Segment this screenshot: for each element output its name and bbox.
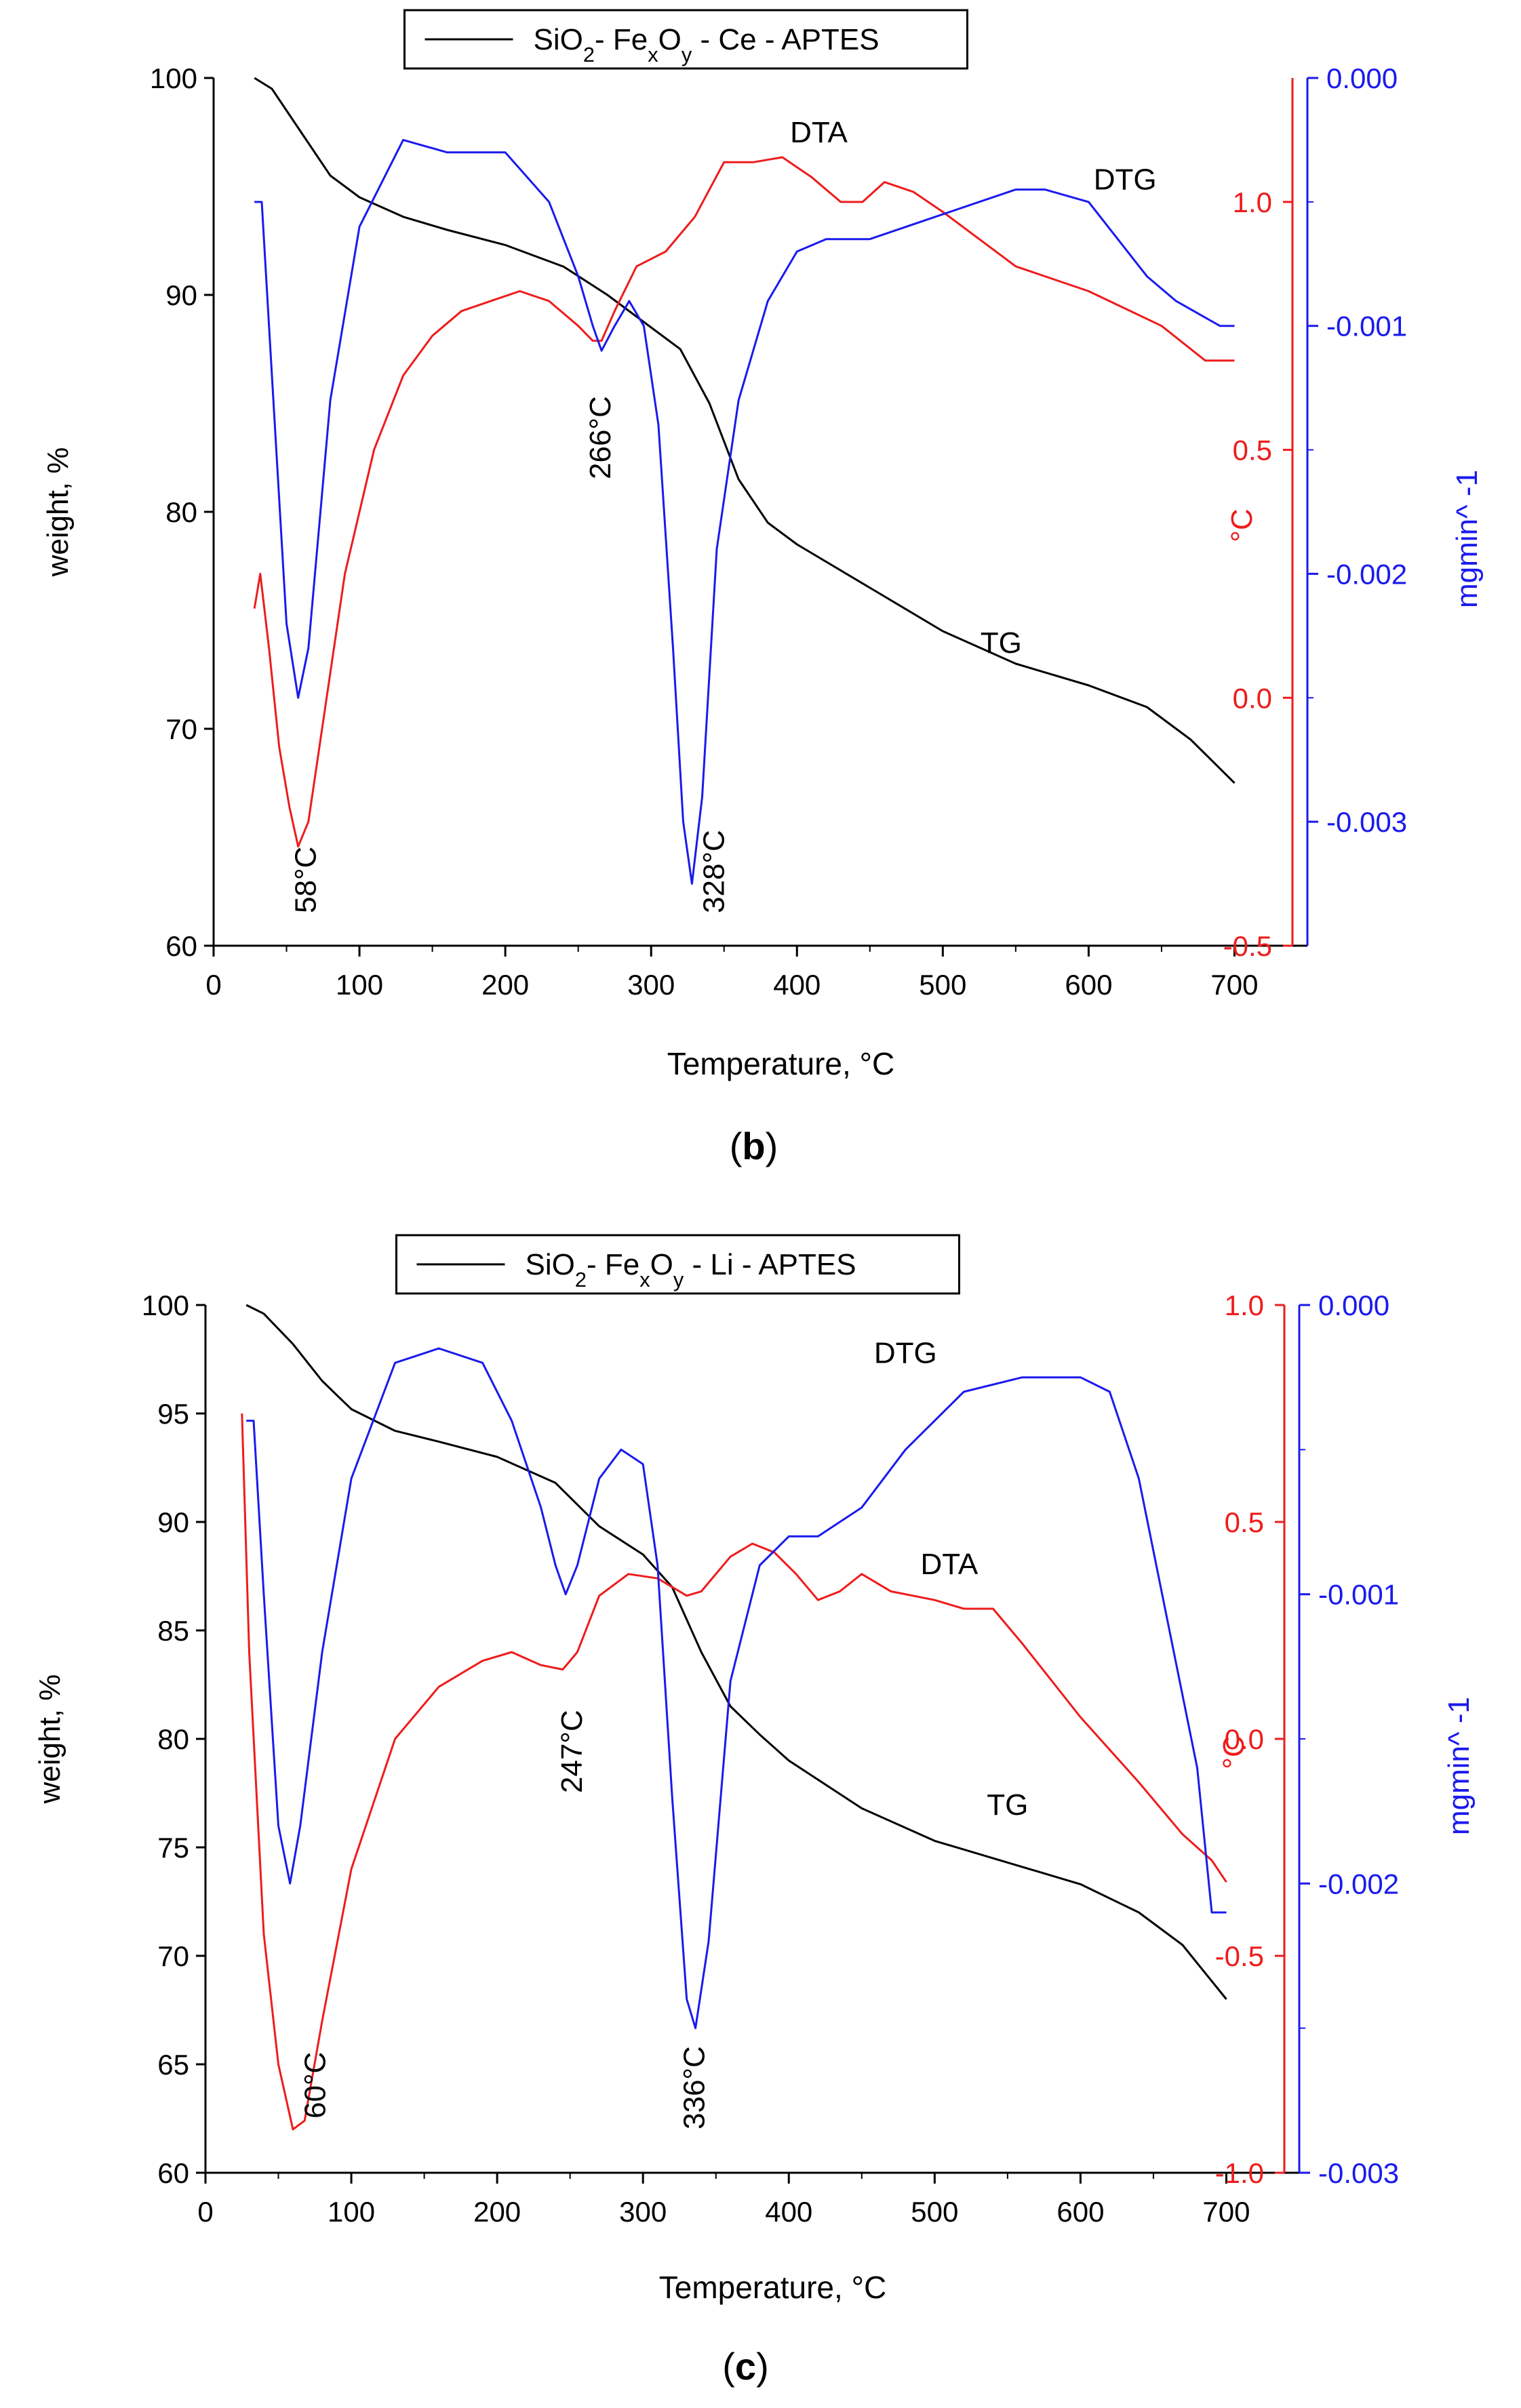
chart-panel-b: 60 70 80 90 100 weight, % 0 100 200 300 400 500 600 7… (41, 9, 1484, 1167)
legend-label: SiO2- FexOy - Ce - APTES (534, 23, 880, 66)
x-axis-tick-label: 100 (336, 969, 383, 1001)
x-axis-tick-label: 200 (473, 2196, 521, 2228)
dtg-axis-tick-label: -0.002 (1326, 558, 1407, 590)
left-axis-tick-label: 70 (165, 713, 197, 745)
x-axis-tick-label: 0 (197, 2196, 213, 2228)
dta-axis-label: °C (1225, 508, 1259, 542)
x-axis-tick-label: 600 (1065, 969, 1112, 1001)
x-axis-tick-label: 700 (1210, 969, 1258, 1001)
left-axis-tick-label: 90 (157, 1506, 189, 1538)
left-axis-tick-label: 60 (165, 930, 197, 962)
left-axis-tick-label: 80 (157, 1723, 189, 1755)
x-axis-tick-label: 300 (619, 2196, 667, 2228)
peak-annotation: 328°C (698, 830, 731, 913)
left-axis-tick-label: 80 (165, 496, 197, 528)
x-axis-tick-label: 600 (1056, 2196, 1104, 2228)
dta-axis-tick-label: 0.5 (1225, 1506, 1264, 1538)
curve-label-dta: DTA (920, 1548, 978, 1581)
chart-panel-c: 60 65 70 75 80 85 90 95 100 weight, % 0 100 200 300 40… (33, 1234, 1476, 2388)
series-line-dtg (254, 138, 1235, 885)
x-axis-tick-label: 0 (205, 969, 221, 1001)
dta-axis-tick-label: 0.5 (1233, 435, 1272, 466)
panel-label: (b) (730, 1125, 778, 1167)
left-axis-tick-label: 100 (150, 62, 197, 94)
x-axis-tick-label: 500 (911, 2196, 958, 2228)
left-axis-tick-label: 95 (157, 1398, 189, 1430)
peak-annotation: 58°C (290, 847, 323, 913)
x-axis-tick-label: 700 (1202, 2196, 1250, 2228)
x-axis-label: Temperature, °C (659, 2270, 886, 2305)
dtg-axis-tick-label: -0.001 (1318, 1579, 1399, 1611)
series-line-tg (254, 77, 1236, 784)
dta-axis-tick-label: 0.0 (1233, 682, 1272, 714)
x-axis-tick-label: 400 (773, 969, 821, 1001)
x-axis-tick-label: 500 (919, 969, 966, 1001)
dta-axis-label: °C (1217, 1735, 1250, 1769)
x-axis-tick-label: 400 (765, 2196, 812, 2228)
x-axis-label: Temperature, °C (667, 1046, 894, 1081)
peak-annotation: 336°C (678, 2046, 711, 2129)
x-axis-tick-label: 300 (627, 969, 675, 1001)
dtg-axis-tick-label: 0.000 (1326, 62, 1398, 94)
dta-axis-tick-label: 1.0 (1225, 1289, 1264, 1321)
legend-label: SiO2- FexOy - Li - APTES (526, 1248, 856, 1291)
peak-annotation: 266°C (584, 396, 617, 479)
peak-annotation: 60°C (298, 2052, 332, 2119)
dta-axis-tick-label: -0.5 (1223, 930, 1272, 962)
dta-axis-tick-label: -0.5 (1215, 1940, 1264, 1972)
series-line-dtg (246, 1347, 1227, 2030)
peak-annotation: 247°C (555, 1710, 589, 1793)
curve-label-tg: TG (987, 1788, 1028, 1822)
dtg-axis-tick-label: -0.003 (1318, 2157, 1399, 2189)
curve-label-dtg: DTG (874, 1336, 937, 1369)
left-axis-tick-label: 75 (157, 1832, 189, 1864)
series-line-dta (253, 156, 1235, 848)
dtg-axis-tick-label: -0.001 (1326, 310, 1407, 342)
left-axis-tick-label: 100 (142, 1289, 189, 1321)
dtg-axis-tick-label: 0.000 (1318, 1289, 1389, 1321)
left-axis-tick-label: 60 (157, 2157, 189, 2189)
curve-label-dtg: DTG (1094, 163, 1157, 197)
dtg-axis-tick-label: -0.003 (1326, 806, 1407, 838)
curve-label-dta: DTA (790, 116, 848, 149)
x-axis-tick-label: 200 (481, 969, 529, 1001)
left-axis-tick-label: 85 (157, 1615, 189, 1647)
dta-axis-tick-label: 0.0 (1225, 1723, 1264, 1755)
dta-axis-tick-label: -1.0 (1215, 2157, 1264, 2189)
dta-axis-tick-label: 1.0 (1233, 186, 1272, 218)
left-axis-tick-label: 65 (157, 2049, 189, 2081)
left-axis-label: weight, % (41, 447, 75, 578)
left-axis-tick-label: 90 (165, 279, 197, 311)
x-axis-tick-label: 100 (328, 2196, 375, 2228)
series-line-dta (241, 1413, 1227, 2131)
panel-label: (c) (722, 2345, 768, 2388)
series-line-tg (245, 1304, 1227, 2000)
dtg-axis-label: mgmin^ -1 (1450, 470, 1484, 608)
left-axis-tick-label: 70 (157, 1940, 189, 1972)
dtg-axis-tick-label: -0.002 (1318, 1868, 1399, 1900)
curve-label-tg: TG (981, 626, 1022, 660)
left-axis-label: weight, % (33, 1674, 66, 1805)
dtg-axis-label: mgmin^ -1 (1442, 1697, 1476, 1835)
